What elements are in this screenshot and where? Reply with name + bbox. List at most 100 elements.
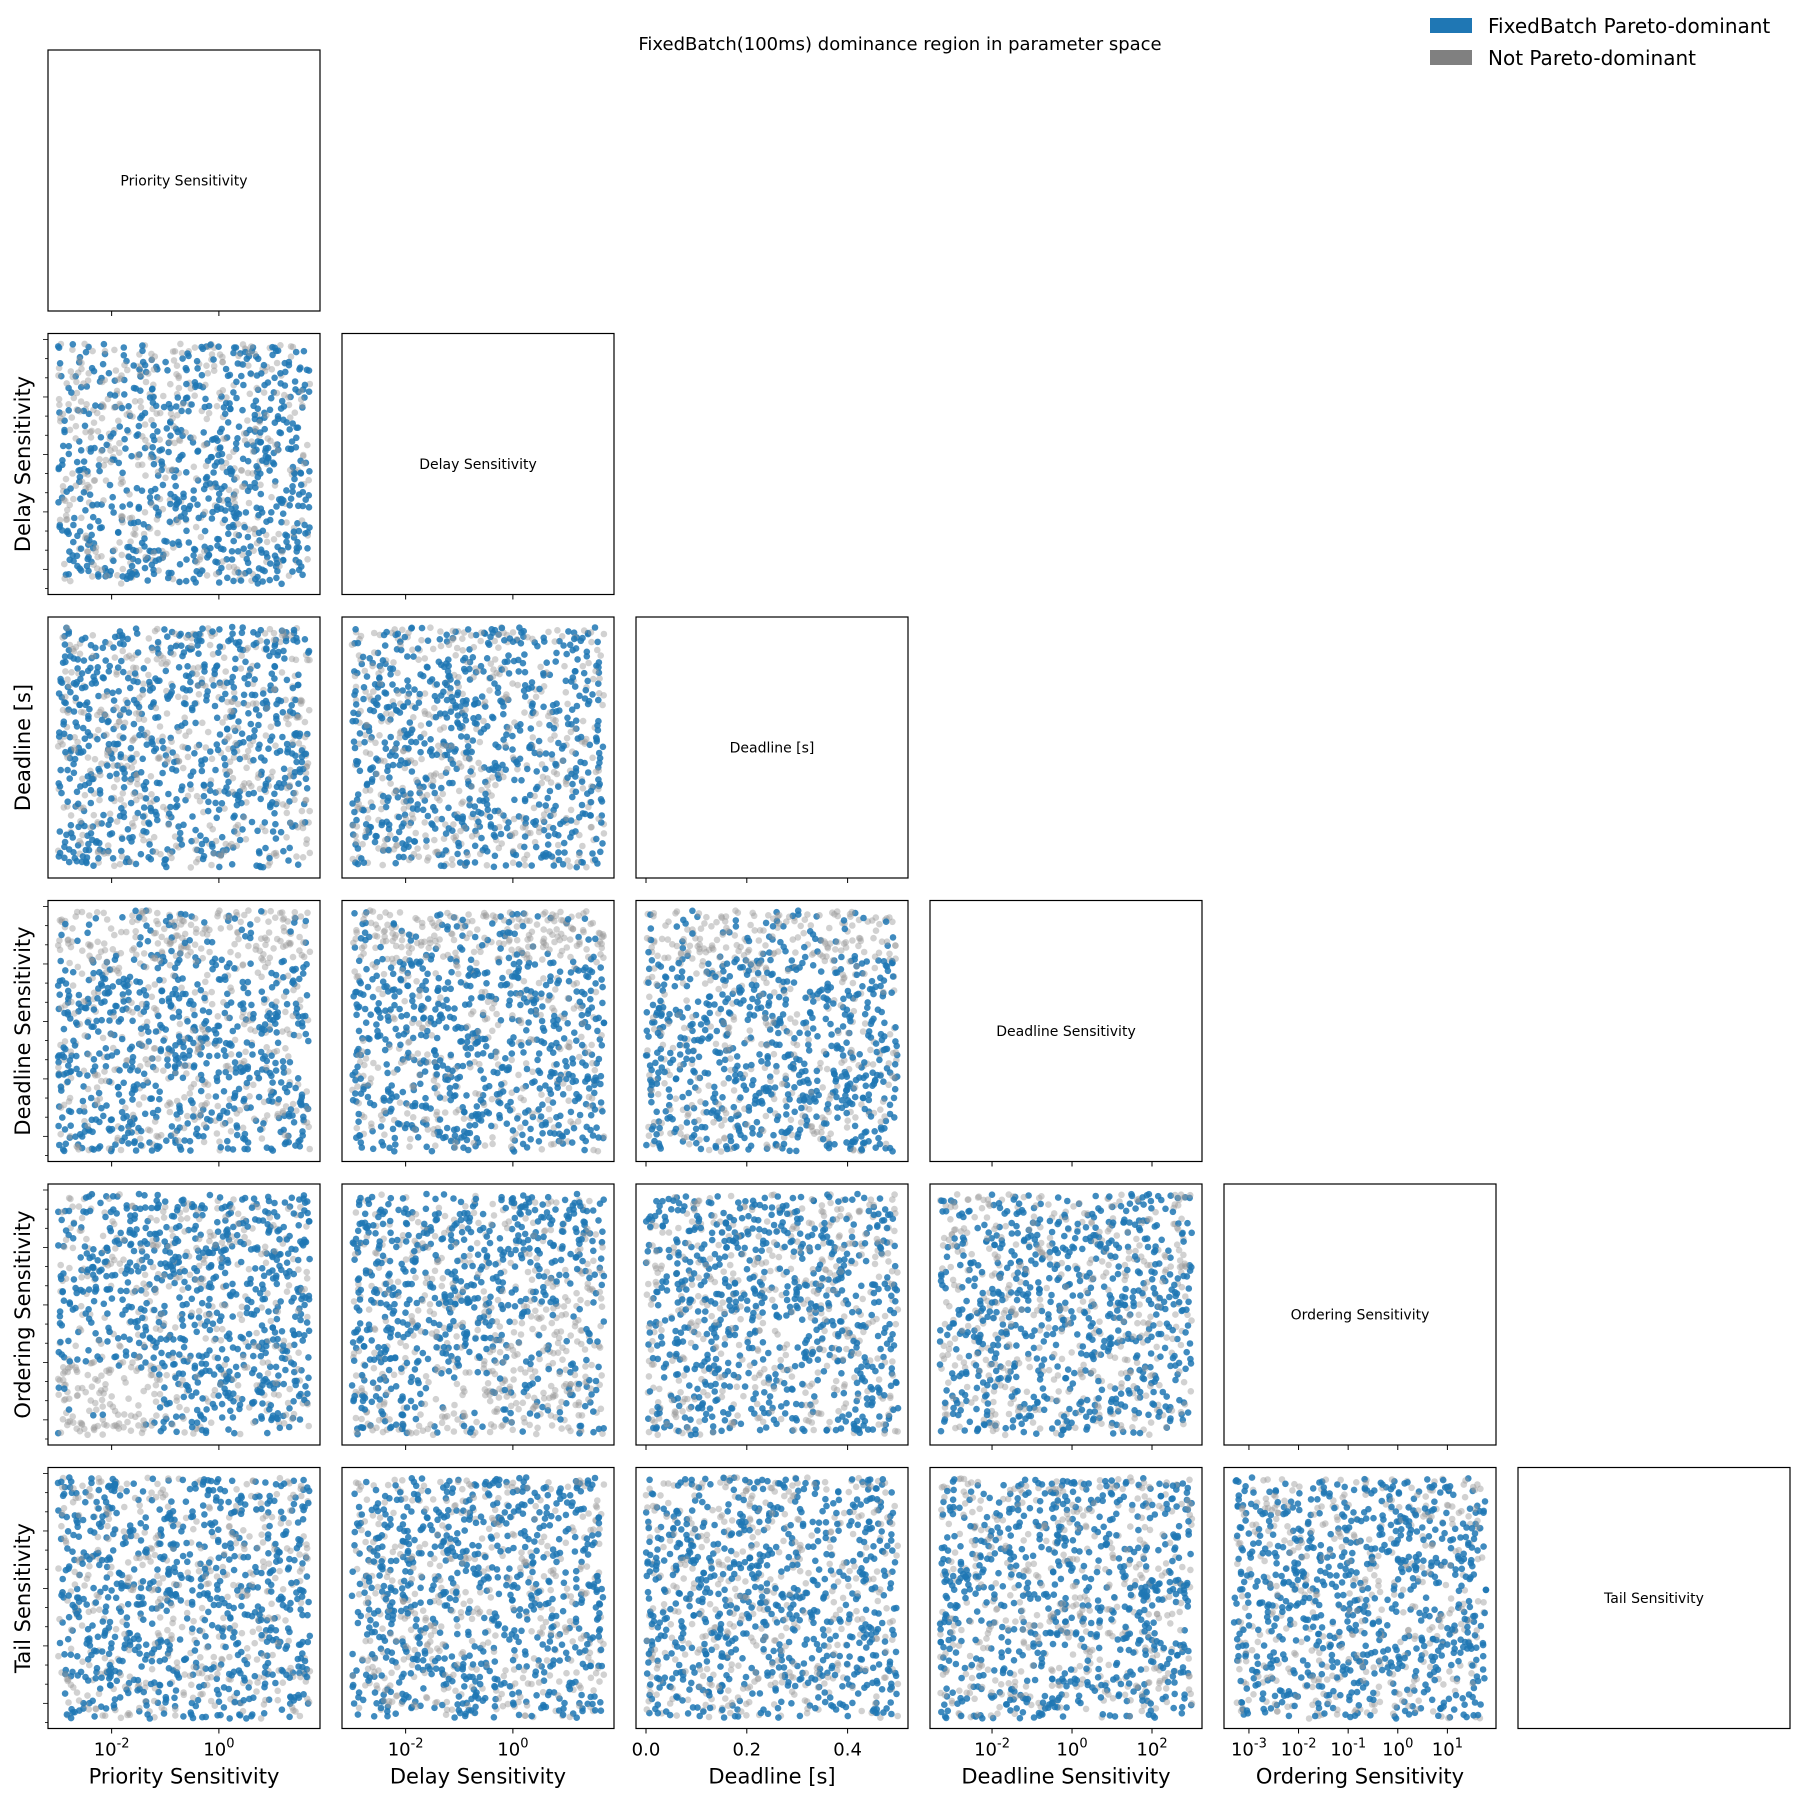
point-dominant xyxy=(302,917,310,925)
point-not-dominant xyxy=(302,796,310,804)
point-not-dominant xyxy=(191,941,199,948)
point-dominant xyxy=(213,714,221,722)
point-dominant xyxy=(58,931,65,939)
point-dominant xyxy=(409,805,417,812)
point-not-dominant xyxy=(129,1111,137,1119)
point-not-dominant xyxy=(88,573,96,580)
point-not-dominant xyxy=(280,924,287,931)
point-dominant xyxy=(363,673,371,680)
point-dominant xyxy=(218,450,226,458)
point-dominant xyxy=(156,1095,163,1103)
point-not-dominant xyxy=(492,781,499,789)
point-not-dominant xyxy=(257,935,265,942)
point-dominant xyxy=(428,746,435,753)
point-dominant xyxy=(128,562,136,570)
point-not-dominant xyxy=(242,836,250,843)
point-not-dominant xyxy=(373,770,381,778)
point-dominant xyxy=(544,841,552,848)
point-not-dominant xyxy=(151,627,159,635)
point-dominant xyxy=(523,1027,530,1034)
point-not-dominant xyxy=(111,346,118,354)
point-dominant xyxy=(577,733,585,741)
point-dominant xyxy=(231,1059,239,1066)
point-dominant xyxy=(294,520,301,527)
point-dominant xyxy=(273,979,280,987)
point-not-dominant xyxy=(225,563,233,571)
point-dominant xyxy=(137,1142,145,1149)
point-dominant xyxy=(245,567,253,575)
point-not-dominant xyxy=(376,732,383,739)
point-dominant xyxy=(70,769,78,777)
point-dominant xyxy=(234,791,241,799)
point-dominant xyxy=(185,352,192,360)
point-dominant xyxy=(203,1060,210,1067)
point-not-dominant xyxy=(400,798,408,806)
point-dominant xyxy=(124,635,131,643)
point-not-dominant xyxy=(89,347,96,355)
point-not-dominant xyxy=(184,792,192,800)
point-dominant xyxy=(190,495,197,503)
point-not-dominant xyxy=(465,911,472,918)
point-dominant xyxy=(235,532,243,539)
point-dominant xyxy=(302,530,309,537)
point-dominant xyxy=(137,850,145,858)
point-dominant xyxy=(594,638,601,646)
point-dominant xyxy=(252,706,260,713)
point-not-dominant xyxy=(589,754,596,762)
point-dominant xyxy=(65,442,73,450)
point-dominant xyxy=(199,625,206,632)
point-not-dominant xyxy=(98,1077,105,1085)
point-not-dominant xyxy=(100,909,107,917)
point-not-dominant xyxy=(203,572,211,579)
point-dominant xyxy=(247,720,255,728)
point-dominant xyxy=(297,1101,305,1109)
point-not-dominant xyxy=(163,710,171,717)
point-dominant xyxy=(527,1125,534,1133)
point-dominant xyxy=(488,626,496,633)
point-dominant xyxy=(160,1037,167,1044)
point-dominant xyxy=(233,378,240,386)
point-dominant xyxy=(212,799,219,807)
point-dominant xyxy=(154,428,161,435)
point-not-dominant xyxy=(61,560,68,568)
point-dominant xyxy=(241,480,249,487)
point-dominant xyxy=(90,1146,98,1153)
point-not-dominant xyxy=(74,963,82,971)
point-dominant xyxy=(360,684,368,691)
point-dominant xyxy=(258,1030,265,1037)
point-dominant xyxy=(461,654,469,662)
point-not-dominant xyxy=(562,689,570,696)
point-dominant xyxy=(126,1045,134,1053)
point-dominant xyxy=(557,1112,564,1120)
point-dominant xyxy=(234,641,242,649)
point-dominant xyxy=(90,673,97,681)
point-not-dominant xyxy=(258,1135,266,1142)
point-dominant xyxy=(158,997,166,1005)
point-dominant xyxy=(211,670,218,678)
point-dominant xyxy=(148,386,156,393)
point-not-dominant xyxy=(267,773,275,781)
point-dominant xyxy=(154,512,162,519)
point-dominant xyxy=(105,1125,113,1133)
point-not-dominant xyxy=(270,636,278,644)
point-not-dominant xyxy=(263,705,271,712)
point-dominant xyxy=(270,460,278,468)
point-dominant xyxy=(76,353,84,361)
point-dominant xyxy=(143,741,151,748)
point-not-dominant xyxy=(285,1053,292,1060)
point-not-dominant xyxy=(118,475,125,483)
point-dominant xyxy=(234,435,241,442)
point-dominant xyxy=(256,537,263,544)
point-not-dominant xyxy=(369,662,376,670)
point-dominant xyxy=(222,1052,229,1060)
point-not-dominant xyxy=(62,512,70,519)
point-dominant xyxy=(293,424,300,432)
point-dominant xyxy=(155,556,163,563)
point-not-dominant xyxy=(100,462,108,469)
point-dominant xyxy=(441,679,449,687)
point-not-dominant xyxy=(267,437,274,445)
point-dominant xyxy=(520,687,528,694)
point-not-dominant xyxy=(289,1100,297,1108)
point-dominant xyxy=(245,710,252,717)
point-dominant xyxy=(204,938,211,945)
